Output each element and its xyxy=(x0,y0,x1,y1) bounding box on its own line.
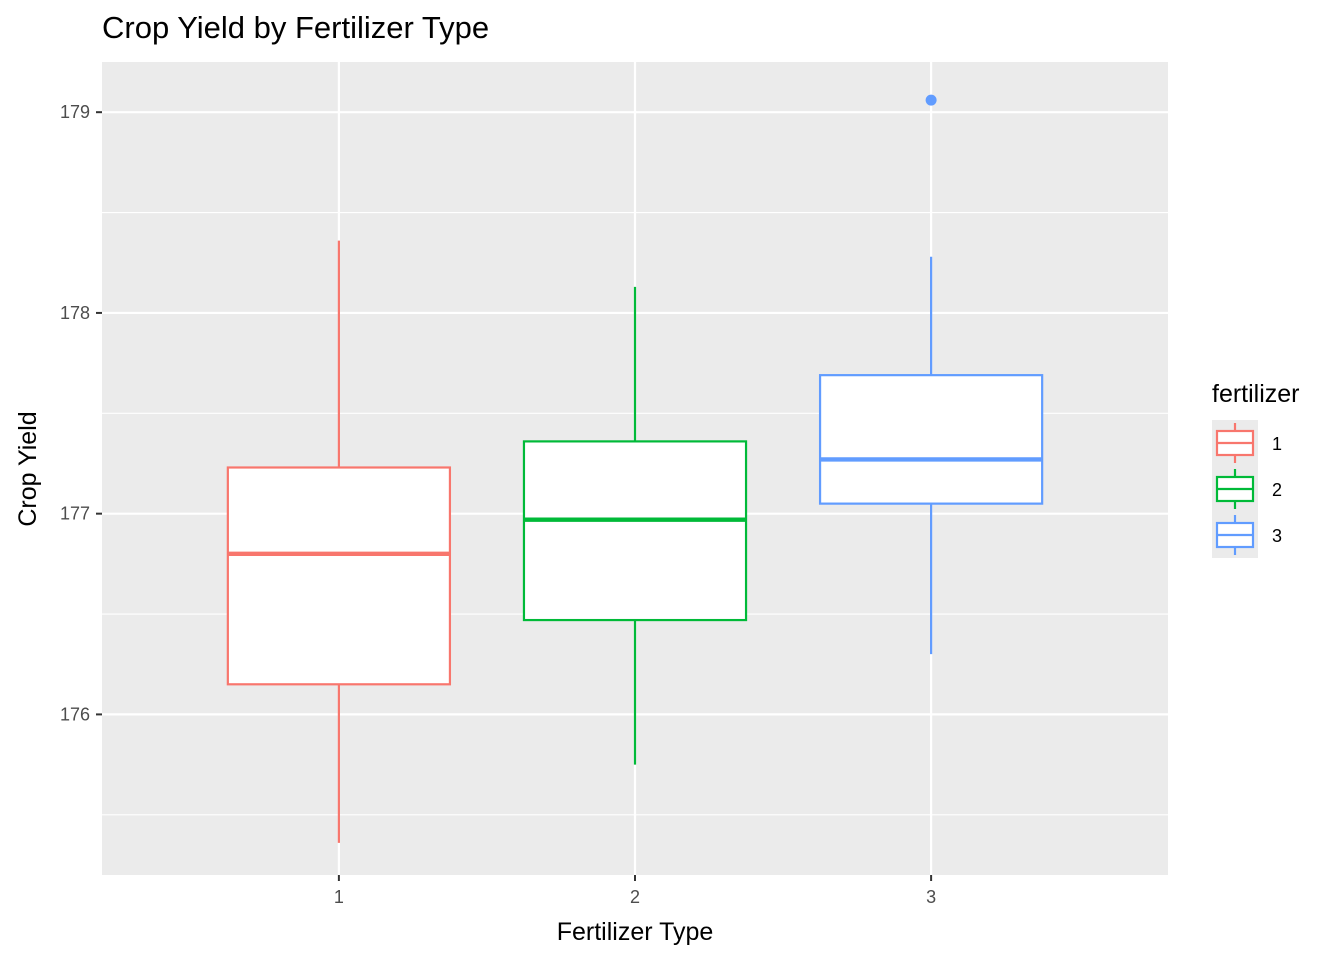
legend-key-3 xyxy=(1215,515,1255,555)
legend-label: 3 xyxy=(1272,526,1282,546)
legend-label: 2 xyxy=(1272,480,1282,500)
y-axis-title: Crop Yield xyxy=(14,411,42,526)
iqr-box xyxy=(226,466,452,686)
y-tick-label: 176 xyxy=(60,704,90,724)
legend: fertilizer 1 2 3 xyxy=(1212,380,1300,558)
legend-title: fertilizer xyxy=(1212,380,1300,408)
box-3 xyxy=(818,94,1044,655)
x-tick-label: 3 xyxy=(926,887,936,907)
iqr-box xyxy=(522,440,748,622)
box-2 xyxy=(522,286,748,765)
x-tick-label: 1 xyxy=(334,887,344,907)
outlier-point xyxy=(925,94,937,106)
x-axis: 1 2 3 xyxy=(334,875,936,907)
iqr-box xyxy=(818,374,1044,505)
y-tick-label: 178 xyxy=(60,303,90,323)
x-tick-label: 2 xyxy=(630,887,640,907)
box-series xyxy=(226,94,1044,843)
y-axis: 176 177 178 179 xyxy=(60,102,102,724)
legend-label: 1 xyxy=(1272,434,1282,454)
legend-key-1 xyxy=(1215,423,1255,463)
x-axis-title: Fertilizer Type xyxy=(557,918,714,946)
box-1 xyxy=(226,240,452,843)
legend-key-2 xyxy=(1215,469,1255,509)
chart-title: Crop Yield by Fertilizer Type xyxy=(102,10,490,45)
y-tick-label: 179 xyxy=(60,102,90,122)
y-tick-label: 177 xyxy=(60,504,90,524)
